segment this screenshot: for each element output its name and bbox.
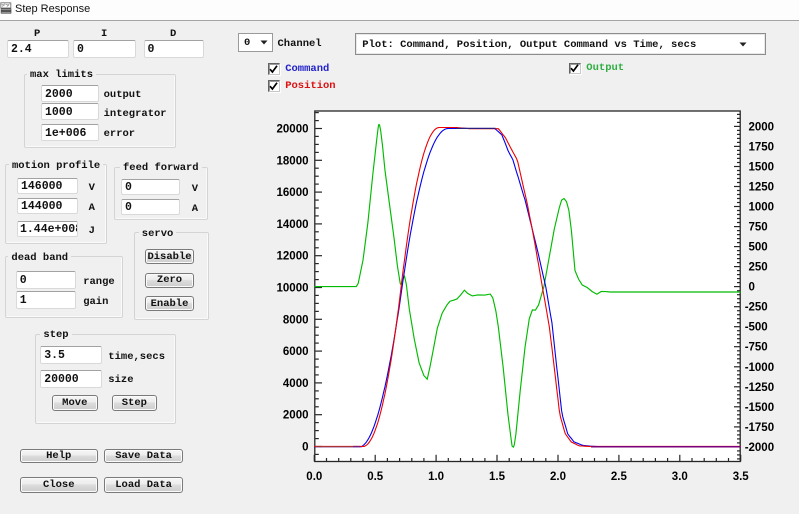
svg-text:500: 500 <box>749 242 768 254</box>
svg-text:250: 250 <box>749 262 768 274</box>
svg-text:3.0: 3.0 <box>672 471 688 483</box>
svg-text:8000: 8000 <box>283 314 309 326</box>
svg-text:3.5: 3.5 <box>733 471 750 483</box>
svg-text:2000: 2000 <box>749 121 775 133</box>
svg-text:20000: 20000 <box>277 124 309 136</box>
svg-text:12000: 12000 <box>277 251 309 263</box>
svg-text:-1250: -1250 <box>745 382 774 394</box>
svg-text:6000: 6000 <box>283 346 309 358</box>
svg-text:2.5: 2.5 <box>611 471 628 483</box>
svg-text:-500: -500 <box>745 322 768 334</box>
svg-text:1500: 1500 <box>749 162 775 174</box>
svg-text:0.0: 0.0 <box>306 471 322 483</box>
svg-text:-2000: -2000 <box>745 442 774 454</box>
svg-text:1750: 1750 <box>749 141 775 153</box>
svg-text:0: 0 <box>302 442 308 454</box>
svg-text:16000: 16000 <box>277 187 309 199</box>
svg-text:-1500: -1500 <box>745 402 774 414</box>
svg-text:2.0: 2.0 <box>550 471 566 483</box>
svg-text:4000: 4000 <box>283 378 309 390</box>
svg-text:1250: 1250 <box>749 182 775 194</box>
svg-text:1000: 1000 <box>749 202 775 214</box>
svg-text:1.5: 1.5 <box>489 471 506 483</box>
svg-text:-750: -750 <box>745 342 768 354</box>
svg-text:750: 750 <box>749 222 768 234</box>
svg-text:-250: -250 <box>745 302 768 314</box>
svg-text:0.5: 0.5 <box>367 471 384 483</box>
svg-text:10000: 10000 <box>277 283 309 295</box>
svg-text:18000: 18000 <box>277 155 309 167</box>
svg-text:-1750: -1750 <box>745 422 774 434</box>
svg-text:2000: 2000 <box>283 410 309 422</box>
svg-text:1.0: 1.0 <box>428 471 444 483</box>
svg-text:-1000: -1000 <box>745 362 774 374</box>
svg-text:0: 0 <box>749 282 755 294</box>
svg-text:14000: 14000 <box>277 219 309 231</box>
